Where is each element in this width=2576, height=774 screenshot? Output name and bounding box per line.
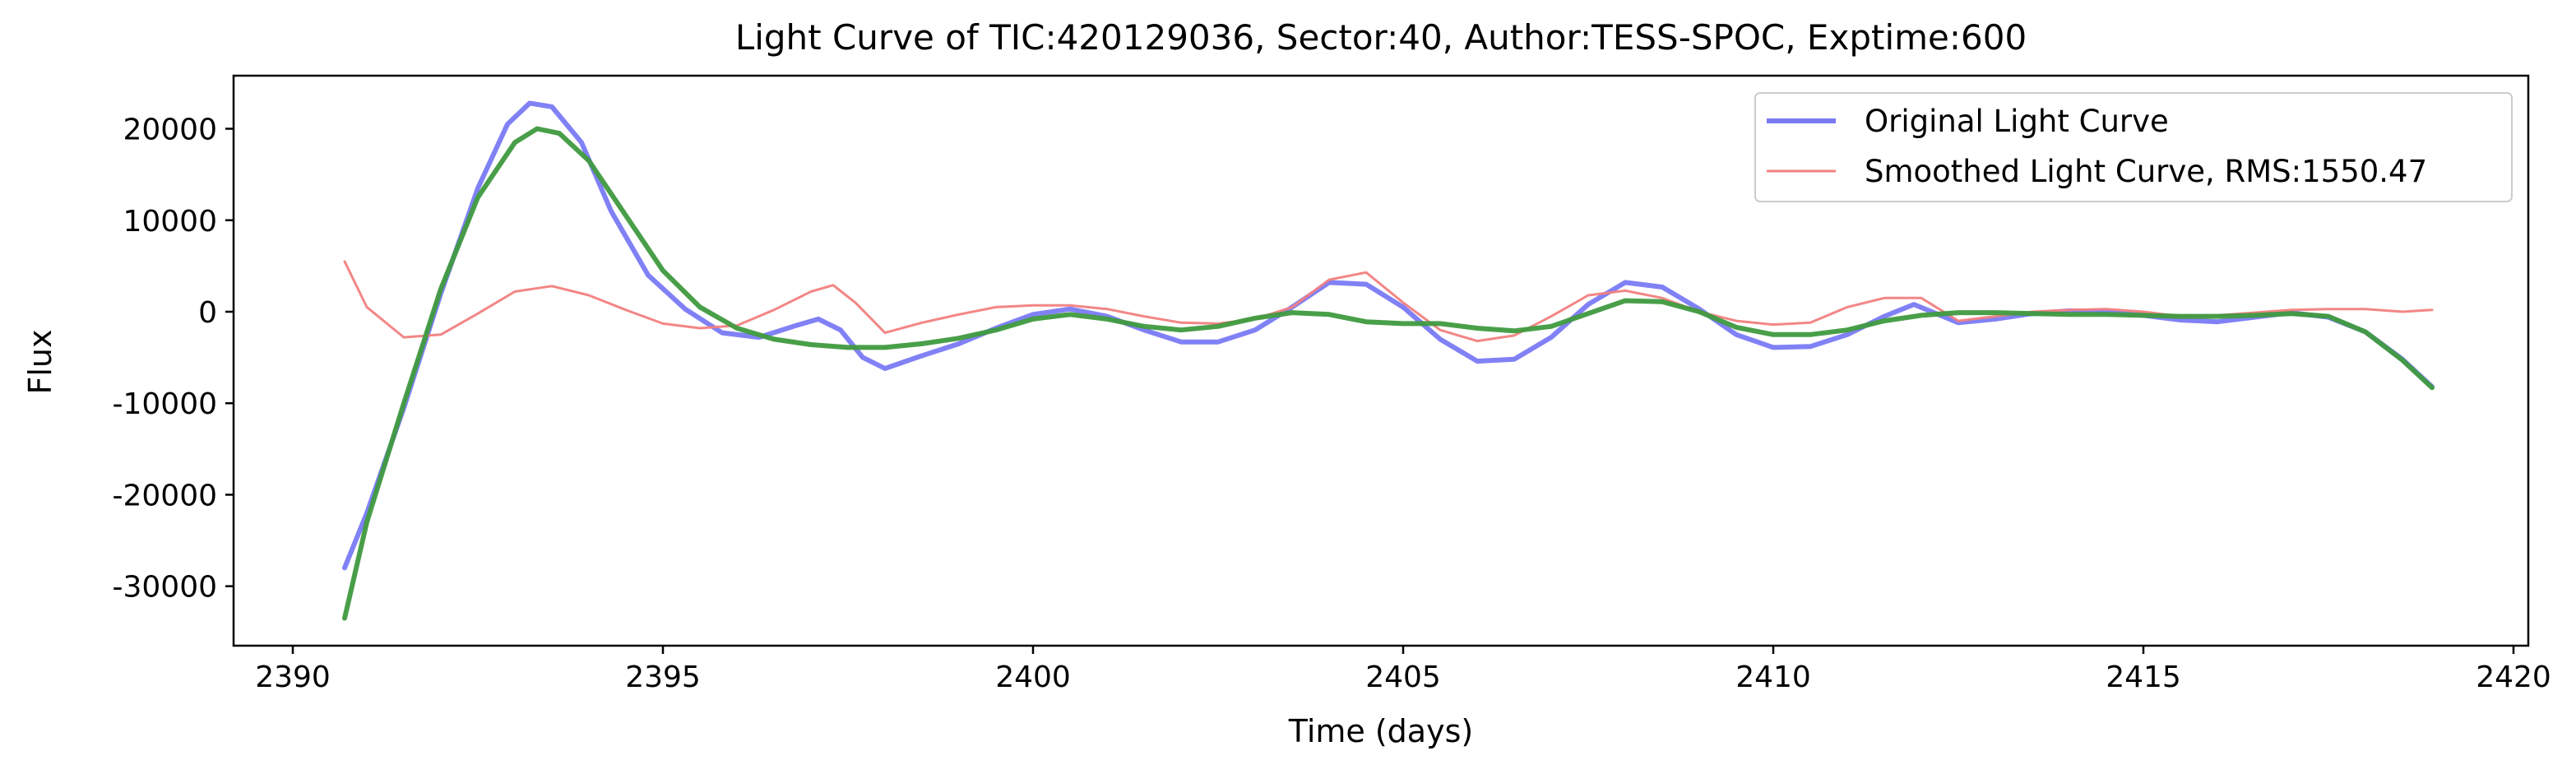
- legend: Original Light Curve Smoothed Light Curv…: [1754, 92, 2513, 202]
- x-axis-label: Time (days): [1288, 713, 1473, 749]
- y-tick-label: -20000: [112, 479, 217, 512]
- chart-title: Light Curve of TIC:420129036, Sector:40,…: [735, 17, 2027, 58]
- y-tick-label: 20000: [123, 114, 217, 147]
- y-axis: -30000 -20000 -10000 0 10000 20000: [112, 114, 234, 605]
- x-tick-label: 2400: [995, 660, 1071, 694]
- y-tick-label: -30000: [112, 571, 217, 605]
- series-line-1: [343, 260, 2434, 343]
- y-tick-label: -10000: [112, 387, 217, 421]
- legend-label-smoothed: Smoothed Light Curve, RMS:1550.47: [1865, 154, 2427, 189]
- series-line-2: [342, 126, 2435, 621]
- x-tick-label: 2410: [1735, 660, 1811, 694]
- x-tick-label: 2395: [625, 660, 701, 694]
- plot-area: [232, 74, 2530, 647]
- legend-box: [1754, 92, 2513, 202]
- plot-frame: [232, 74, 2530, 647]
- x-tick-label: 2405: [1365, 660, 1441, 694]
- x-axis: 2390 2395 2400 2405 2410 2415 2420: [255, 646, 2551, 694]
- series-layer: [342, 100, 2435, 621]
- y-axis-label: Flux: [22, 330, 58, 395]
- legend-label-original: Original Light Curve: [1865, 104, 2169, 139]
- x-tick-label: 2420: [2476, 660, 2551, 694]
- y-tick-label: 0: [198, 296, 217, 330]
- x-tick-label: 2415: [2106, 660, 2181, 694]
- y-tick-label: 10000: [123, 205, 217, 239]
- x-tick-label: 2390: [255, 660, 331, 694]
